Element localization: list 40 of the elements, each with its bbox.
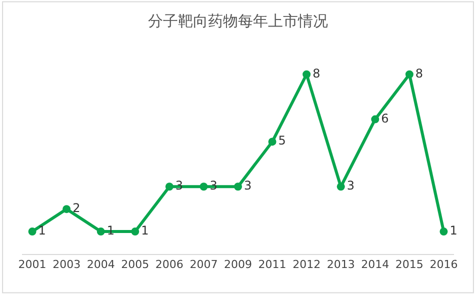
x-tick-label: 2007 — [190, 258, 218, 272]
x-tick-label: 2001 — [18, 258, 46, 272]
x-tick-label: 2016 — [430, 258, 458, 272]
point — [131, 228, 140, 236]
data-label: 8 — [312, 66, 320, 80]
x-tick-label: 2014 — [361, 258, 390, 272]
x-tick-label: 2015 — [395, 258, 424, 272]
data-label: 1 — [141, 224, 149, 238]
point — [234, 182, 242, 191]
point — [302, 70, 311, 78]
x-tick-label: 2004 — [86, 258, 115, 272]
data-label: 1 — [450, 224, 458, 238]
point — [440, 228, 448, 236]
x-tick-label: 2009 — [224, 258, 252, 272]
point — [200, 182, 208, 191]
point — [336, 182, 345, 191]
x-tick-label: 2006 — [155, 258, 184, 272]
x-tick-label: 2012 — [292, 258, 321, 272]
data-label: 3 — [175, 178, 184, 193]
data-label: 8 — [415, 66, 424, 80]
data-label: 3 — [210, 178, 218, 193]
data-label: 5 — [278, 134, 286, 148]
point — [62, 205, 71, 214]
x-tick-label: 2013 — [326, 258, 355, 272]
data-label: 2 — [72, 201, 80, 216]
point — [165, 182, 174, 191]
x-tick-label: 2005 — [121, 258, 150, 272]
data-label: 1 — [106, 224, 114, 238]
chart-title: 分子靶向药物每年上市情况 — [148, 12, 328, 30]
data-label: 6 — [381, 111, 389, 126]
point — [28, 228, 36, 236]
point — [268, 138, 276, 146]
x-tick-label: 2003 — [52, 258, 81, 272]
data-label: 3 — [244, 178, 252, 193]
point — [405, 70, 414, 78]
x-tick-label: 2011 — [258, 258, 286, 272]
point — [371, 115, 380, 124]
data-label: 3 — [346, 178, 354, 193]
point — [96, 228, 105, 236]
data-label: 1 — [38, 224, 46, 238]
